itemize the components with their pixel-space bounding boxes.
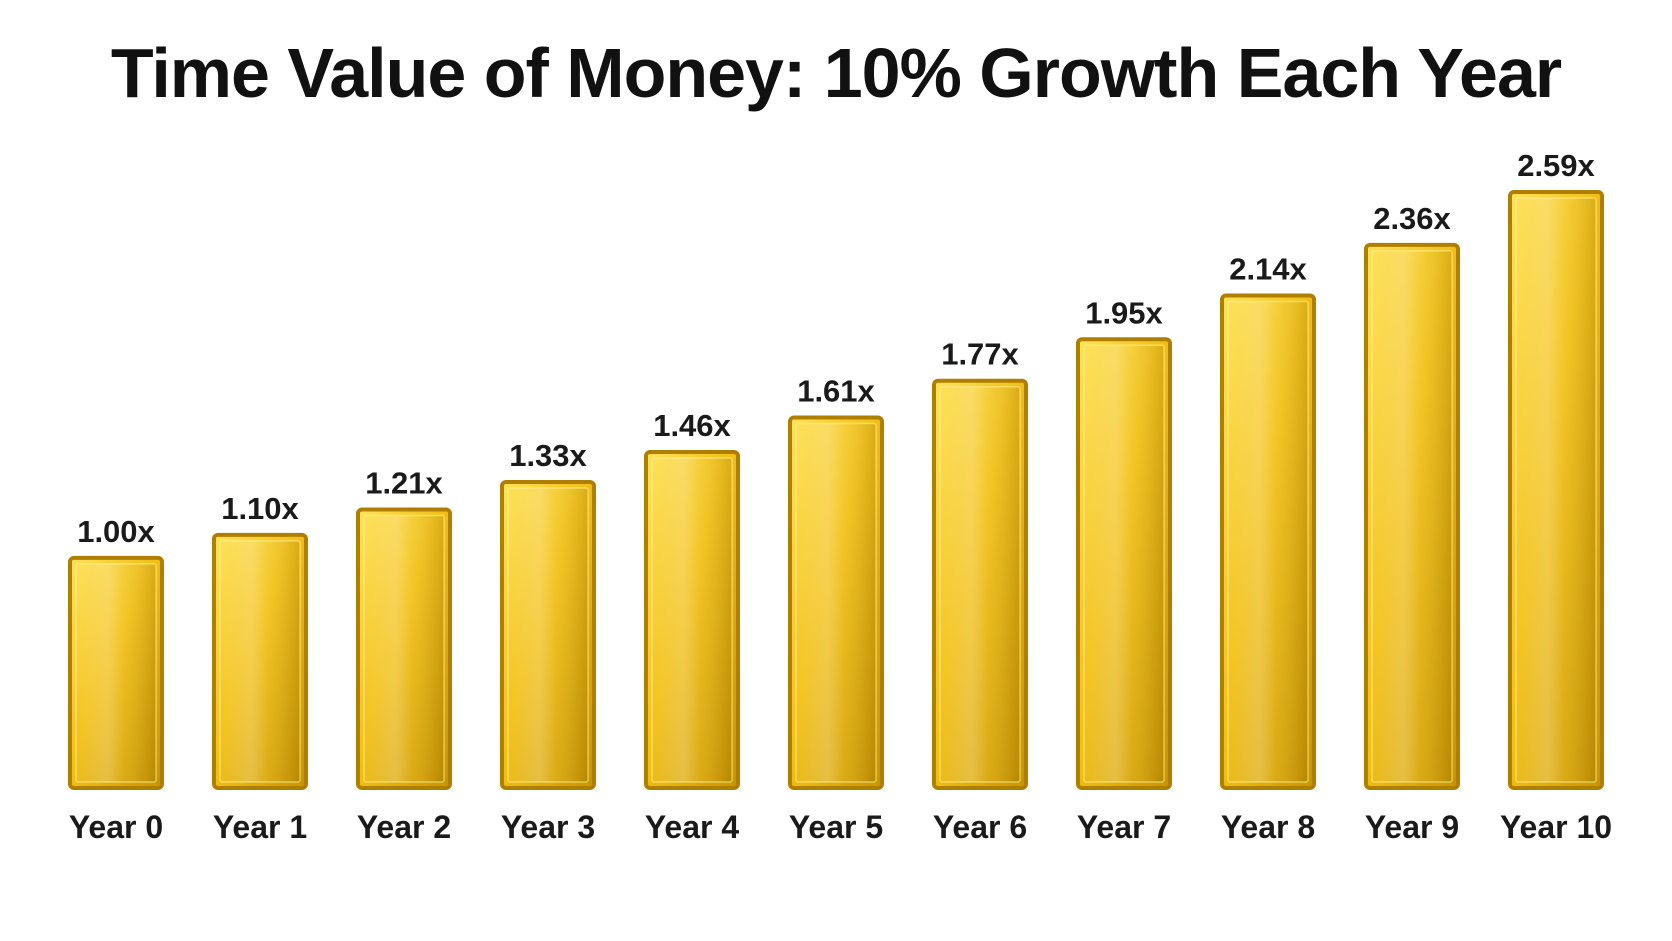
bar-year-10 bbox=[1508, 190, 1604, 790]
data-label: 1.77x bbox=[941, 337, 1019, 372]
x-tick-label: Year 1 bbox=[213, 809, 307, 845]
bar-sheen bbox=[1371, 250, 1453, 783]
x-tick-label: Year 7 bbox=[1077, 809, 1171, 845]
x-tick-label: Year 4 bbox=[645, 809, 740, 845]
bar-year-9 bbox=[1364, 242, 1460, 790]
bar-sheen bbox=[1227, 300, 1309, 783]
data-label: 1.21x bbox=[365, 466, 443, 501]
data-label: 1.10x bbox=[221, 491, 299, 526]
x-tick-label: Year 5 bbox=[789, 809, 883, 845]
bar-year-1 bbox=[212, 532, 308, 790]
data-label: 1.33x bbox=[509, 438, 587, 473]
bar-sheen bbox=[75, 563, 157, 783]
data-label: 1.61x bbox=[797, 374, 875, 409]
bar-sheen bbox=[1083, 344, 1165, 783]
data-label: 1.46x bbox=[653, 408, 731, 443]
bar-year-7 bbox=[1076, 337, 1172, 790]
bar-year-4 bbox=[644, 450, 740, 790]
bar-year-8 bbox=[1220, 293, 1316, 790]
bar-sheen bbox=[363, 514, 445, 783]
bar-year-0 bbox=[68, 555, 164, 790]
x-tick-label: Year 6 bbox=[933, 809, 1027, 845]
bar-sheen bbox=[219, 540, 301, 783]
bar-sheen bbox=[795, 422, 877, 783]
data-label: 1.00x bbox=[77, 514, 155, 549]
data-label: 2.36x bbox=[1373, 201, 1451, 236]
bar-year-6 bbox=[932, 378, 1028, 790]
x-tick-label: Year 9 bbox=[1365, 809, 1459, 845]
bar-year-5 bbox=[788, 415, 884, 790]
bar-sheen bbox=[1515, 197, 1597, 783]
bar-sheen bbox=[651, 457, 733, 783]
data-label: 2.59x bbox=[1517, 148, 1595, 183]
bar-year-2 bbox=[356, 507, 452, 790]
x-tick-label: Year 0 bbox=[69, 809, 163, 845]
chart-title: Time Value of Money: 10% Growth Each Yea… bbox=[110, 34, 1562, 112]
x-tick-label: Year 2 bbox=[357, 809, 451, 845]
x-tick-label: Year 3 bbox=[501, 809, 595, 845]
data-label: 1.95x bbox=[1085, 295, 1163, 330]
x-tick-label: Year 10 bbox=[1500, 809, 1612, 845]
data-label: 2.14x bbox=[1229, 252, 1307, 287]
bar-sheen bbox=[939, 385, 1021, 783]
bar-year-3 bbox=[500, 479, 596, 790]
bar-sheen bbox=[507, 487, 589, 783]
x-tick-label: Year 8 bbox=[1221, 809, 1315, 845]
